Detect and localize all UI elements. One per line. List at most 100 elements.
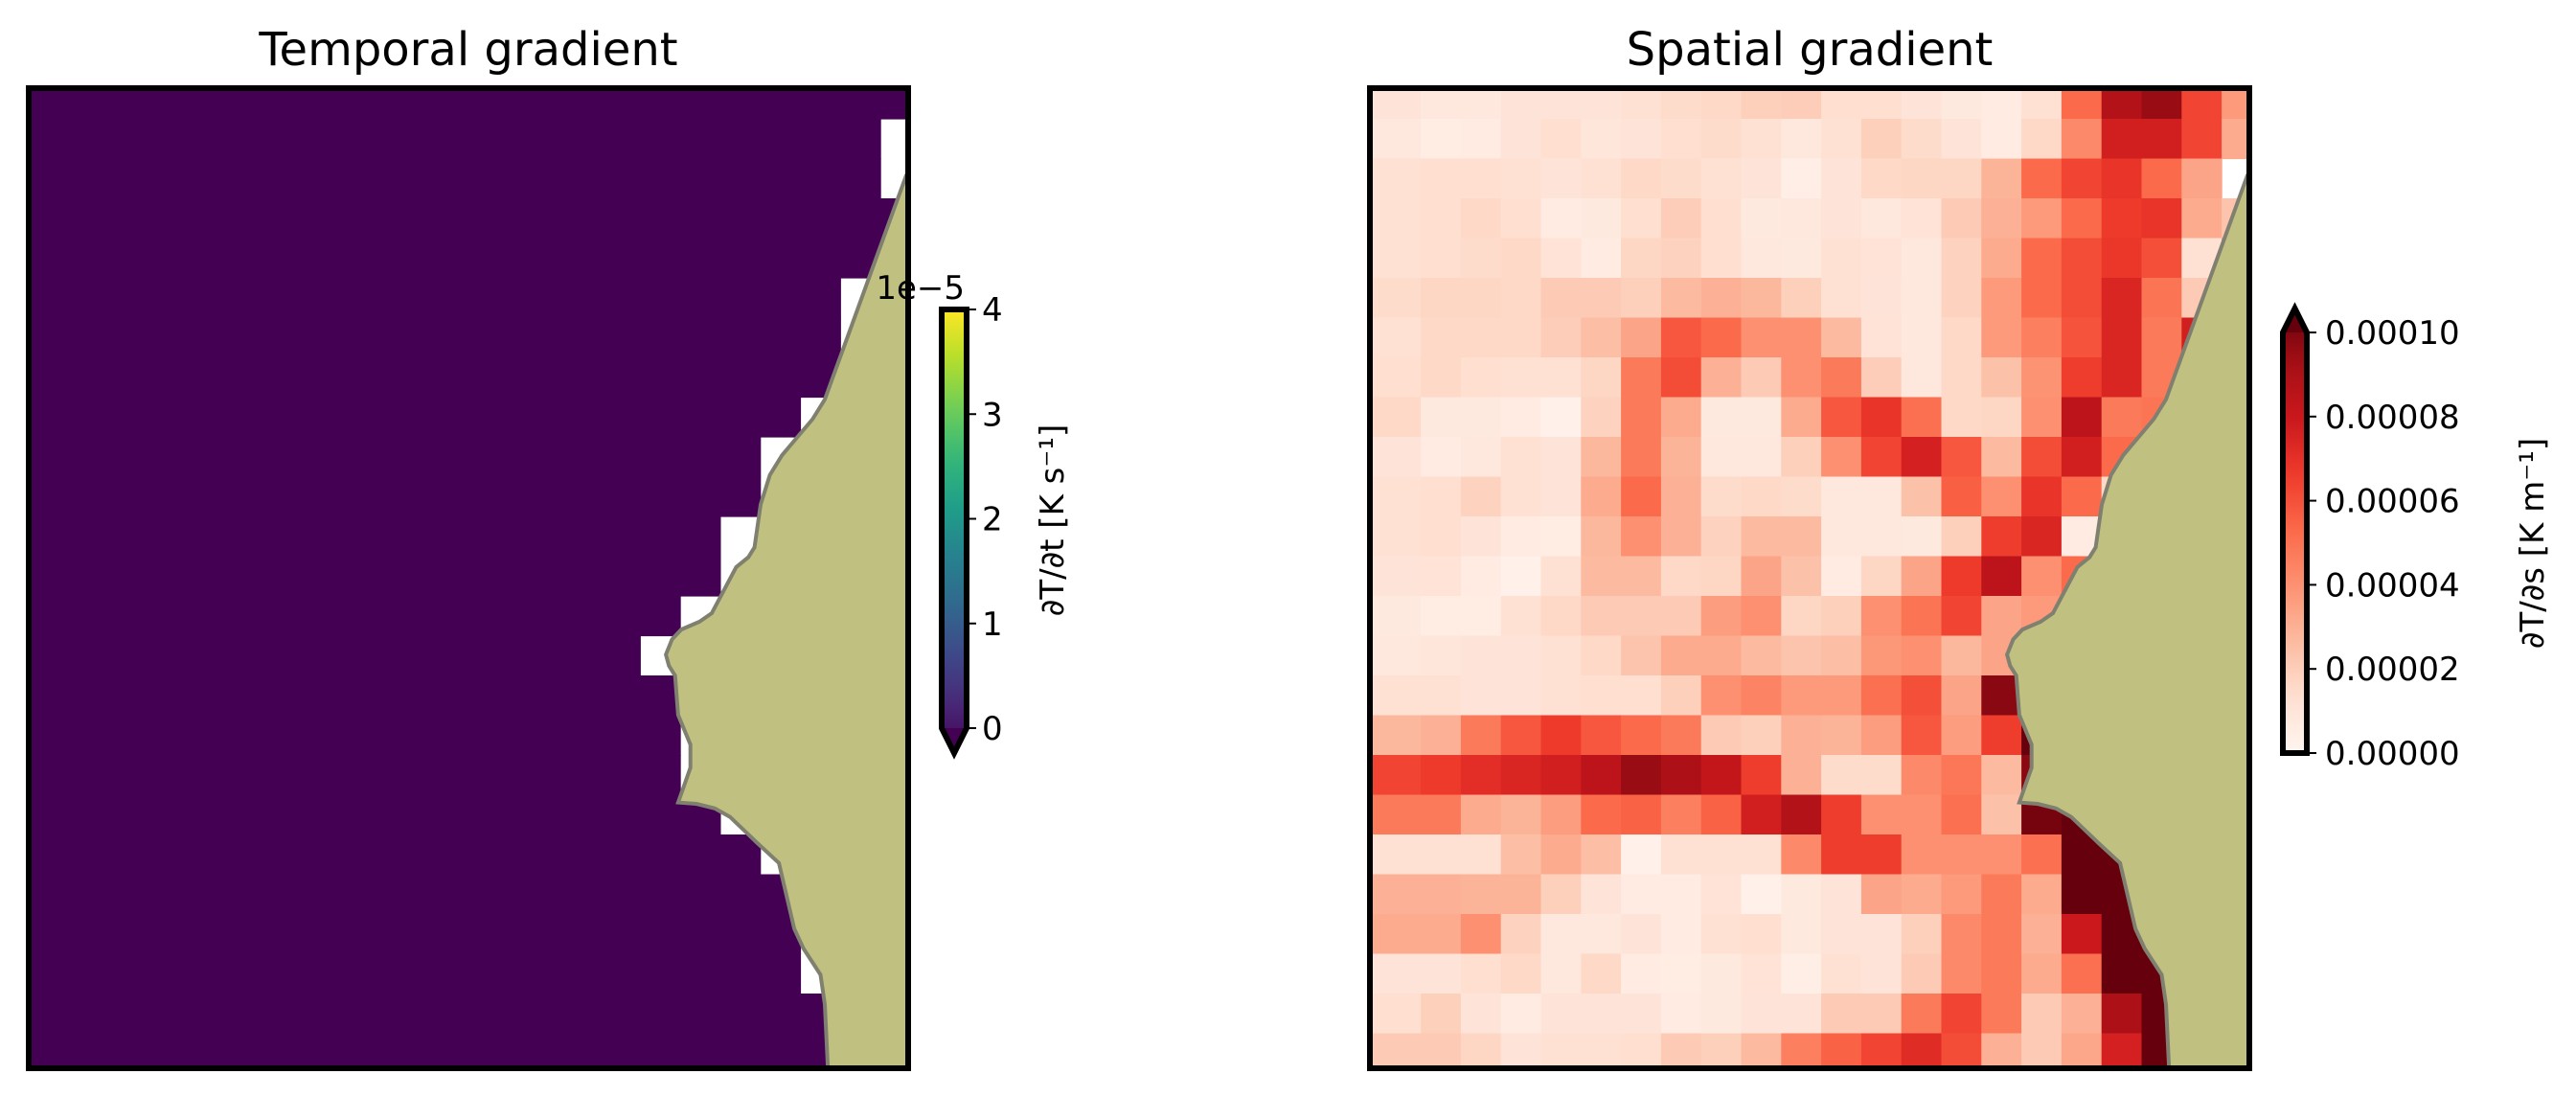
heatmap-cell <box>440 238 481 279</box>
heatmap-cell <box>640 91 681 120</box>
heatmap-cell <box>760 1033 802 1065</box>
heatmap-cell <box>1741 635 1782 676</box>
heatmap-cell <box>600 953 641 994</box>
heatmap-cell <box>80 755 121 796</box>
heatmap-cell <box>359 874 401 915</box>
heatmap-cell <box>1660 635 1702 676</box>
heatmap-cell <box>1741 834 1782 876</box>
heatmap-cell <box>1901 914 1943 955</box>
heatmap-cell <box>239 914 281 955</box>
heatmap-cell <box>480 715 521 756</box>
heatmap-cell <box>1373 158 1381 199</box>
colorbar-tick-label: 0.00004 <box>2325 566 2460 605</box>
heatmap-cell <box>1781 158 1822 199</box>
heatmap-cell <box>1700 1033 1743 1065</box>
heatmap-cell <box>119 556 161 597</box>
heatmap-cell <box>159 476 201 517</box>
heatmap-cell <box>1540 794 1582 835</box>
heatmap-cell <box>2141 158 2182 199</box>
heatmap-cell <box>239 278 281 319</box>
heatmap-cell <box>199 834 240 876</box>
heatmap-cell <box>319 556 361 597</box>
heatmap-cell <box>1700 278 1743 319</box>
heatmap-cell <box>199 278 240 319</box>
heatmap-cell <box>1581 516 1622 558</box>
heatmap-cell <box>1373 635 1381 676</box>
heatmap-cell <box>319 397 361 438</box>
heatmap-cell <box>239 476 281 517</box>
heatmap-cell <box>480 596 521 637</box>
heatmap-cell <box>359 834 401 876</box>
heatmap-cell <box>159 994 201 1035</box>
heatmap-cell <box>1373 794 1381 835</box>
heatmap-cell <box>640 158 681 199</box>
heatmap-cell <box>1540 238 1582 279</box>
heatmap-cell <box>1500 357 1542 399</box>
heatmap-cell <box>159 357 201 399</box>
heatmap-cell <box>2021 834 2063 876</box>
heatmap-cell <box>1500 119 1542 160</box>
heatmap-cell <box>2141 198 2182 240</box>
colorbar-tick-label: 0.00010 <box>2325 314 2460 353</box>
heatmap-cell <box>1373 953 1381 994</box>
heatmap-cell <box>2181 119 2223 160</box>
heatmap-cell <box>1421 317 1462 358</box>
heatmap-cell <box>280 357 321 399</box>
heatmap-cell <box>1981 794 2022 835</box>
heatmap-cell <box>2101 994 2143 1035</box>
heatmap-cell <box>1821 953 1862 994</box>
colorbar-outline <box>2280 302 2310 756</box>
heatmap-cell <box>119 755 161 796</box>
heatmap-cell <box>1981 596 2022 637</box>
heatmap-cell <box>1941 994 1982 1035</box>
heatmap-cell <box>1621 556 1662 597</box>
heatmap-cell <box>680 556 721 597</box>
heatmap-cell <box>280 755 321 796</box>
heatmap-cell <box>1421 91 1462 120</box>
heatmap-cell <box>80 715 121 756</box>
heatmap-cell <box>199 675 240 717</box>
heatmap-plot <box>1367 85 2252 1071</box>
heatmap-cell <box>1621 119 1662 160</box>
heatmap-cell <box>359 1033 401 1065</box>
heatmap-cell <box>1700 476 1743 517</box>
colorbar-label: ∂T/∂s [K m⁻¹] <box>2514 438 2552 649</box>
heatmap-cell <box>1660 556 1702 597</box>
heatmap-cell <box>1373 1033 1381 1065</box>
heatmap-cell <box>399 715 441 756</box>
heatmap-cell <box>80 994 121 1035</box>
heatmap-cell <box>1660 874 1702 915</box>
heatmap-cell <box>119 119 161 160</box>
heatmap-cell <box>1981 198 2022 240</box>
heatmap-cell <box>239 317 281 358</box>
heatmap-cell <box>319 635 361 676</box>
heatmap-cell <box>2222 119 2246 160</box>
heatmap-cell <box>1660 953 1702 994</box>
heatmap-cell <box>640 516 681 558</box>
heatmap-cell <box>1621 437 1662 478</box>
heatmap-cell <box>1941 397 1982 438</box>
heatmap-cell <box>480 755 521 796</box>
heatmap-cell <box>159 1033 201 1065</box>
heatmap-cell <box>519 238 561 279</box>
heatmap-cell <box>1621 198 1662 240</box>
heatmap-cell <box>519 278 561 319</box>
heatmap-cell <box>1860 794 1903 835</box>
heatmap-cell <box>440 158 481 199</box>
heatmap-cell <box>1460 556 1502 597</box>
heatmap-cell <box>32 715 40 756</box>
heatmap-cell <box>519 794 561 835</box>
heatmap-cell <box>80 437 121 478</box>
heatmap-cell <box>640 437 681 478</box>
heatmap-cell <box>680 158 721 199</box>
heatmap-cell <box>1981 278 2022 319</box>
heatmap-cell <box>559 834 602 876</box>
heatmap-cell <box>319 119 361 160</box>
heatmap-cell <box>640 994 681 1035</box>
heatmap-cell <box>1621 834 1662 876</box>
heatmap-cell <box>1700 794 1743 835</box>
heatmap-cell <box>280 278 321 319</box>
heatmap-cell <box>1700 596 1743 637</box>
heatmap-cell <box>80 914 121 955</box>
heatmap-cell <box>1700 715 1743 756</box>
